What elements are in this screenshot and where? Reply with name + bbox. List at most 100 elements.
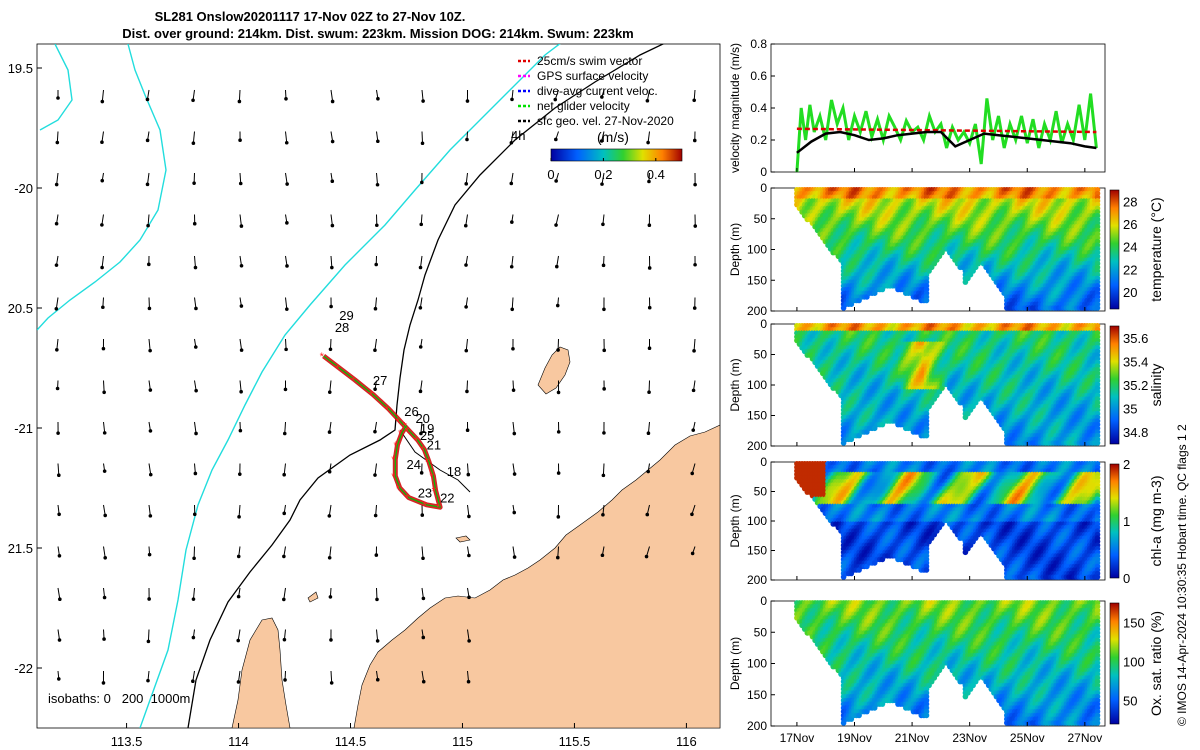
current-vector-head bbox=[238, 472, 242, 476]
current-vector bbox=[374, 338, 377, 351]
swim-vector-mark: * bbox=[432, 485, 437, 497]
current-vector-head bbox=[465, 389, 469, 394]
current-vector bbox=[239, 214, 242, 227]
current-vector-head bbox=[600, 182, 604, 186]
ytick-label: 0.8 bbox=[750, 37, 767, 51]
colorbar-tick-label: 28 bbox=[1123, 194, 1137, 209]
current-vector-head bbox=[463, 223, 468, 228]
current-vector bbox=[55, 297, 59, 309]
current-vector-head bbox=[148, 348, 152, 353]
glider-net-velocity-track bbox=[323, 355, 441, 508]
current-vector-head bbox=[102, 637, 106, 641]
current-vector bbox=[192, 131, 195, 144]
current-vector-head bbox=[512, 555, 517, 559]
map-xtick-label: 115 bbox=[452, 734, 473, 749]
current-vector-head bbox=[376, 96, 380, 101]
ytick-label: 0.4 bbox=[750, 101, 767, 115]
current-vector-head bbox=[512, 431, 517, 436]
current-vector-head bbox=[646, 469, 650, 474]
colorbar-tick-label: 0.2 bbox=[594, 167, 612, 182]
current-vector bbox=[510, 131, 514, 143]
current-vector-head bbox=[692, 138, 697, 143]
day-label: 29 bbox=[339, 308, 353, 323]
current-vector bbox=[284, 421, 286, 434]
section-cell bbox=[1094, 305, 1101, 311]
current-vector-head bbox=[645, 512, 650, 517]
current-vector bbox=[56, 131, 59, 143]
current-vector bbox=[330, 214, 333, 226]
current-vector-head bbox=[421, 679, 426, 684]
current-vector bbox=[420, 255, 423, 268]
day-label: 20 bbox=[415, 411, 429, 426]
current-vector-head bbox=[102, 469, 107, 473]
day-label: 18 bbox=[447, 464, 461, 479]
current-vector-head bbox=[602, 387, 606, 391]
current-vector bbox=[467, 463, 469, 475]
current-vector-head bbox=[57, 638, 62, 642]
current-vector bbox=[421, 546, 424, 559]
current-vector-head bbox=[282, 554, 286, 559]
current-vector-head bbox=[283, 678, 287, 682]
current-vector-head bbox=[420, 180, 424, 185]
current-vector-head bbox=[148, 472, 153, 477]
swim-vector-mark: * bbox=[320, 351, 325, 363]
current-vector-head bbox=[553, 97, 558, 102]
current-vector-head bbox=[238, 181, 243, 186]
current-vector-head bbox=[330, 139, 335, 144]
legend-label: 25cm/s swim vector bbox=[537, 54, 642, 68]
current-vector-head bbox=[555, 303, 560, 308]
current-vector bbox=[376, 629, 379, 641]
current-vector-head bbox=[330, 99, 335, 104]
current-vector-head bbox=[602, 348, 607, 353]
current-vector-head bbox=[419, 471, 424, 475]
day-label: 24 bbox=[406, 457, 420, 472]
current-vector-head bbox=[420, 141, 425, 146]
current-vector bbox=[194, 297, 197, 309]
current-vector-head bbox=[464, 348, 469, 353]
current-vector bbox=[330, 89, 334, 102]
current-vector-head bbox=[238, 138, 242, 143]
colorbar-tick-label: 0 bbox=[547, 167, 554, 182]
temperature-section-colorbar bbox=[1109, 189, 1120, 310]
current-vector bbox=[330, 255, 333, 268]
day-label: 28 bbox=[335, 320, 349, 335]
current-vector-head bbox=[376, 139, 380, 144]
isobath-0 bbox=[399, 429, 471, 493]
swim-vector-mark: * bbox=[405, 425, 410, 437]
current-vector-head bbox=[147, 552, 152, 557]
current-vector-head bbox=[55, 386, 60, 391]
current-vector-head bbox=[601, 512, 605, 517]
current-vector bbox=[465, 214, 468, 226]
current-vector-head bbox=[56, 431, 60, 435]
current-vector-head bbox=[237, 99, 242, 104]
current-vector bbox=[103, 421, 106, 433]
current-vector-head bbox=[602, 307, 606, 312]
ytick-label: 150 bbox=[747, 273, 767, 287]
isobaths-label: isobaths: 0 200 1000m bbox=[48, 691, 190, 706]
current-vector-head bbox=[236, 594, 241, 599]
current-vector bbox=[557, 546, 559, 558]
current-vector bbox=[647, 131, 650, 143]
current-vector-head bbox=[374, 262, 379, 267]
current-vector-head bbox=[192, 181, 196, 185]
isobath-200 bbox=[187, 44, 665, 728]
current-vector-head bbox=[600, 95, 604, 99]
current-vector-head bbox=[282, 431, 287, 436]
current-vector-head bbox=[375, 182, 380, 187]
current-vector-head bbox=[100, 223, 104, 227]
map-ytick-label: 19.5 bbox=[8, 61, 33, 76]
current-vector-head bbox=[328, 347, 333, 352]
current-vector-head bbox=[328, 595, 333, 599]
current-vector-head bbox=[647, 223, 652, 228]
current-vector-head bbox=[193, 471, 198, 476]
swim-vector-mark: * bbox=[414, 435, 419, 447]
land-island-2 bbox=[455, 535, 471, 543]
current-vector bbox=[101, 255, 104, 268]
current-vector-head bbox=[194, 388, 198, 393]
current-vector-head bbox=[284, 140, 289, 145]
land-island-3 bbox=[307, 591, 319, 603]
current-vector-head bbox=[554, 137, 558, 142]
current-vector bbox=[420, 421, 423, 434]
